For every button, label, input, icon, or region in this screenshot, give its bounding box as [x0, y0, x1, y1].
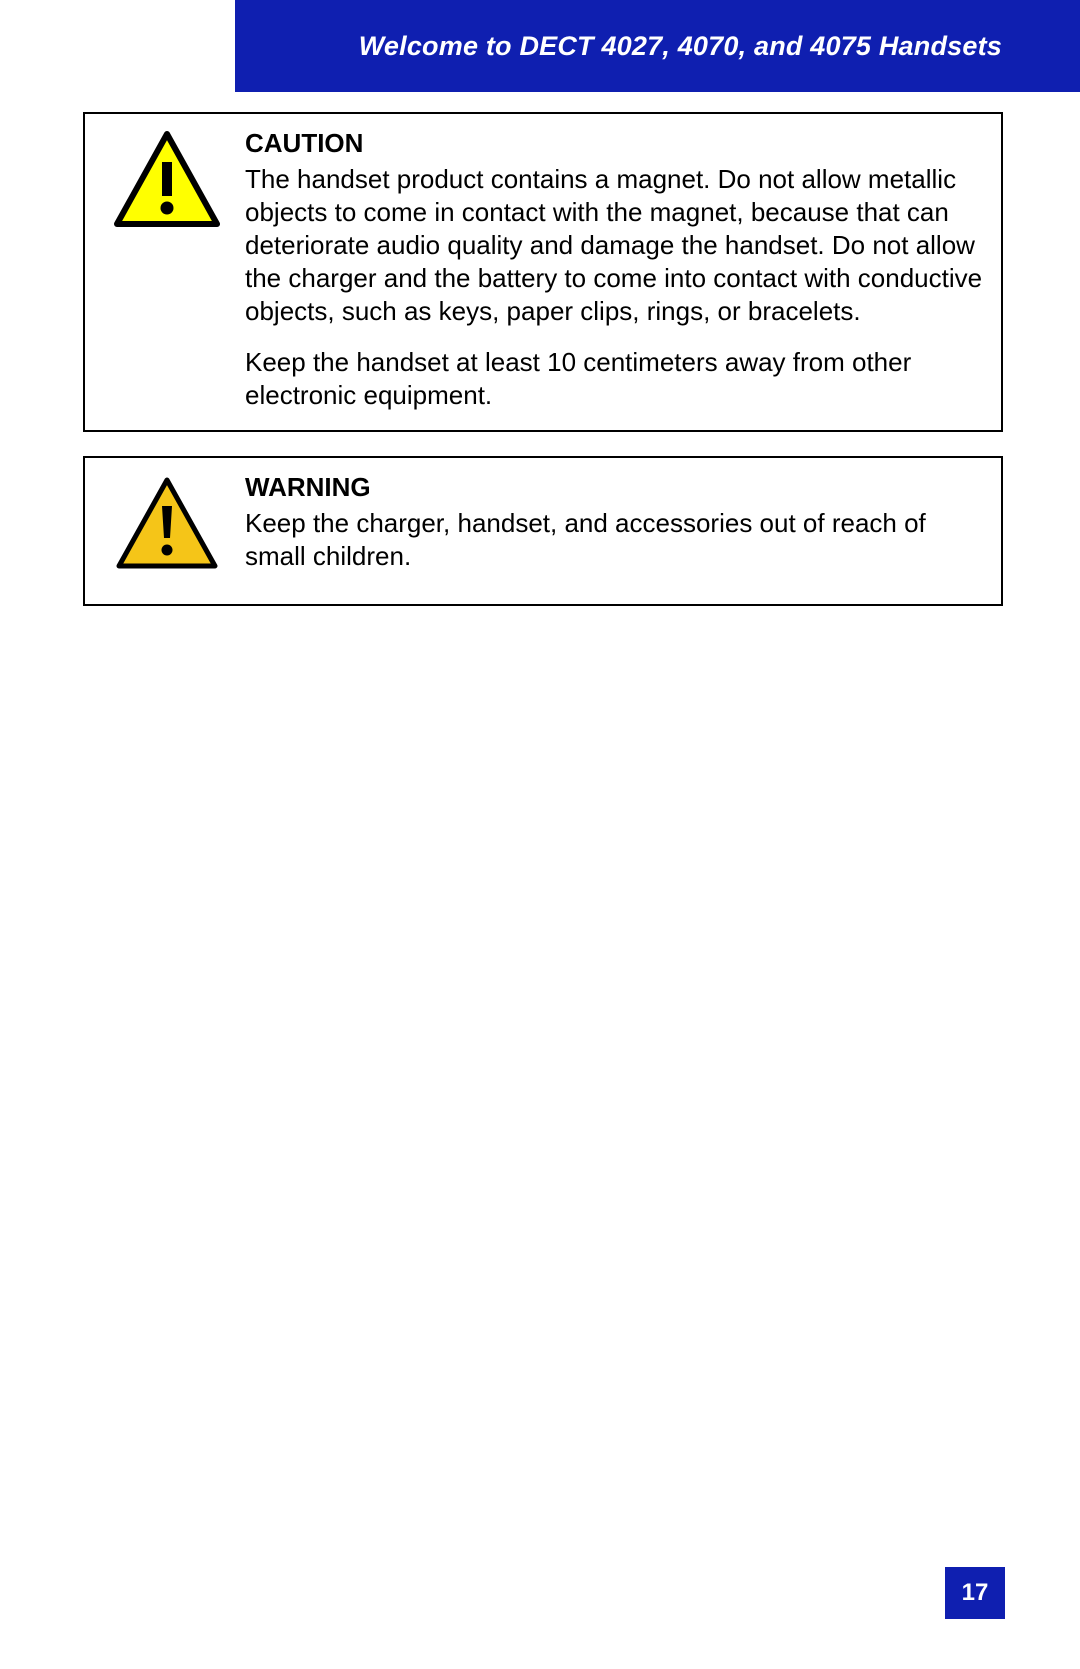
warning-text: WARNING Keep the charger, handset, and a… — [237, 470, 985, 573]
warning-box: WARNING Keep the charger, handset, and a… — [83, 456, 1003, 606]
caution-paragraph: The handset product contains a magnet. D… — [245, 163, 985, 328]
caution-paragraph: Keep the handset at least 10 centimeters… — [245, 346, 985, 412]
warning-title: WARNING — [245, 472, 985, 503]
caution-title: CAUTION — [245, 128, 985, 159]
page-header-title: Welcome to DECT 4027, 4070, and 4075 Han… — [359, 31, 1002, 62]
content-area: CAUTION The handset product contains a m… — [83, 112, 1003, 630]
caution-box: CAUTION The handset product contains a m… — [83, 112, 1003, 432]
warning-icon — [97, 470, 237, 574]
page-header-band: Welcome to DECT 4027, 4070, and 4075 Han… — [235, 0, 1080, 92]
caution-text: CAUTION The handset product contains a m… — [237, 126, 985, 412]
page-number: 17 — [962, 1579, 989, 1607]
warning-paragraph: Keep the charger, handset, and accessori… — [245, 507, 985, 573]
caution-icon — [97, 126, 237, 230]
page-number-badge: 17 — [945, 1567, 1005, 1619]
